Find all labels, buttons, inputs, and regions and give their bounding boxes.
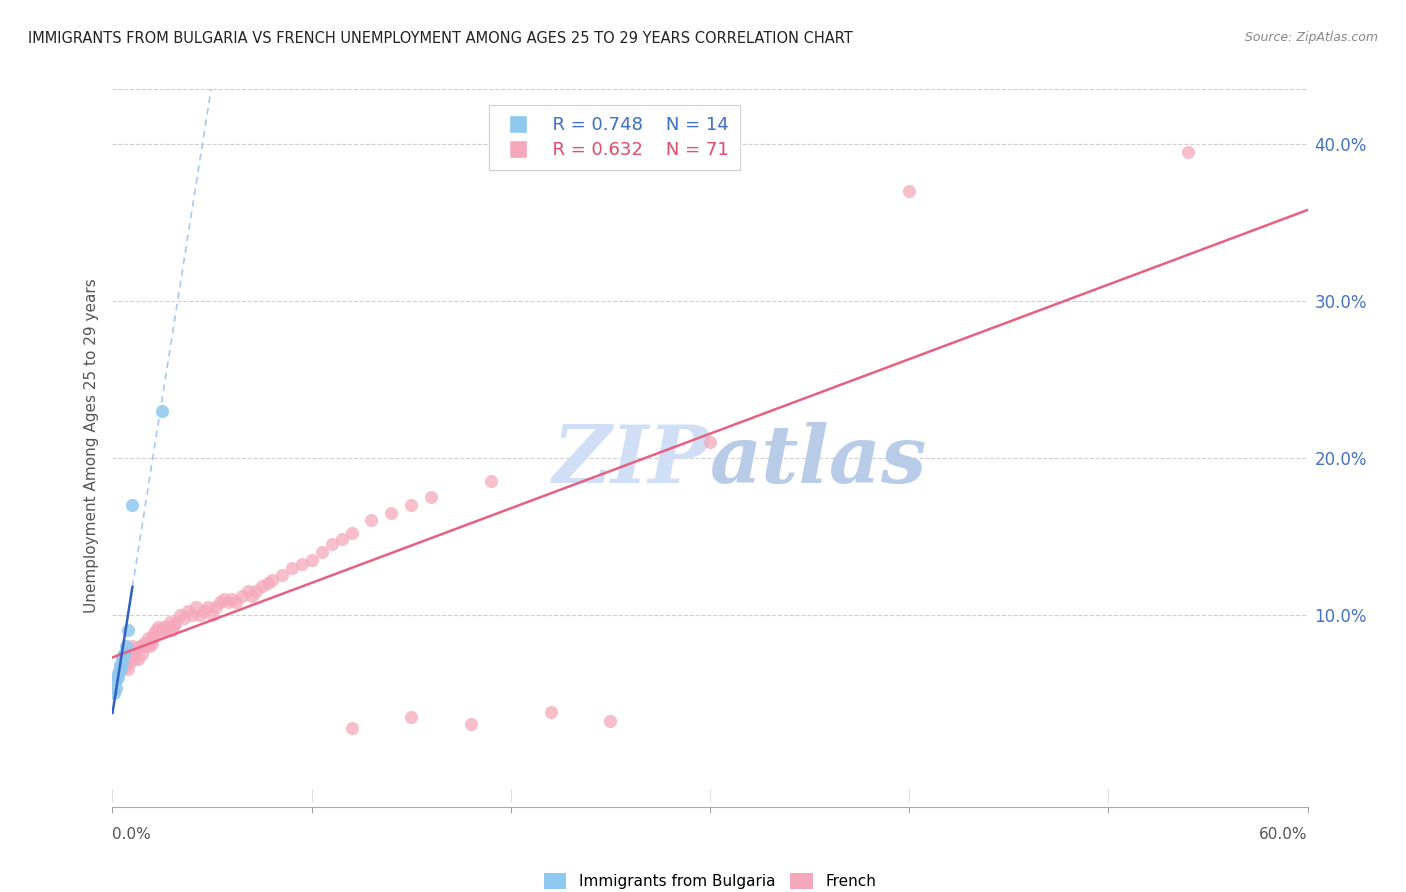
- Point: [221, 591, 243, 606]
- Point: [231, 589, 253, 603]
- Point: [301, 552, 323, 566]
- Point: [208, 595, 231, 609]
- Point: [125, 642, 148, 657]
- Point: [270, 568, 292, 582]
- Point: [197, 599, 219, 614]
- Point: [173, 611, 195, 625]
- Point: [110, 663, 132, 677]
- Point: [163, 618, 186, 632]
- Point: [699, 435, 721, 450]
- Point: [291, 558, 314, 572]
- Point: [150, 403, 173, 417]
- Point: [340, 526, 363, 541]
- Point: [217, 595, 239, 609]
- Point: [111, 655, 134, 669]
- Point: [117, 663, 139, 677]
- Point: [340, 721, 363, 735]
- Point: [121, 647, 143, 661]
- Point: [149, 626, 172, 640]
- Point: [257, 576, 280, 591]
- Point: [201, 607, 224, 622]
- Point: [115, 639, 138, 653]
- Point: [117, 624, 139, 638]
- Point: [236, 584, 259, 599]
- Point: [121, 498, 143, 512]
- Text: atlas: atlas: [710, 422, 928, 499]
- Point: [141, 631, 163, 645]
- Point: [250, 579, 273, 593]
- Point: [188, 607, 211, 622]
- Point: [134, 636, 156, 650]
- Point: [107, 670, 129, 684]
- Point: [135, 639, 157, 653]
- Point: [1177, 145, 1199, 159]
- Text: IMMIGRANTS FROM BULGARIA VS FRENCH UNEMPLOYMENT AMONG AGES 25 TO 29 YEARS CORREL: IMMIGRANTS FROM BULGARIA VS FRENCH UNEMP…: [28, 31, 853, 46]
- Point: [139, 639, 162, 653]
- Point: [145, 624, 167, 638]
- Y-axis label: Unemployment Among Ages 25 to 29 years: Unemployment Among Ages 25 to 29 years: [83, 278, 98, 614]
- Point: [205, 599, 228, 614]
- Point: [479, 475, 502, 489]
- Point: [155, 624, 177, 638]
- Point: [159, 615, 181, 630]
- Point: [153, 620, 176, 634]
- Point: [193, 604, 215, 618]
- Point: [115, 657, 138, 672]
- Point: [110, 657, 132, 672]
- Point: [129, 639, 152, 653]
- Text: 60.0%: 60.0%: [1260, 827, 1308, 841]
- Point: [599, 714, 621, 729]
- Point: [260, 573, 283, 587]
- Point: [245, 584, 267, 599]
- Point: [143, 626, 166, 640]
- Point: [240, 589, 263, 603]
- Text: Source: ZipAtlas.com: Source: ZipAtlas.com: [1244, 31, 1378, 45]
- Point: [148, 620, 170, 634]
- Point: [121, 639, 143, 653]
- Point: [162, 624, 183, 638]
- Point: [141, 636, 163, 650]
- Text: ZIP: ZIP: [553, 422, 710, 499]
- Point: [105, 673, 128, 688]
- Point: [420, 490, 443, 504]
- Point: [124, 651, 146, 665]
- Point: [138, 631, 160, 645]
- Point: [360, 514, 382, 528]
- Point: [165, 615, 187, 630]
- Text: 0.0%: 0.0%: [112, 827, 152, 841]
- Point: [103, 686, 125, 700]
- Point: [169, 607, 191, 622]
- Point: [281, 560, 304, 574]
- Point: [131, 647, 153, 661]
- Point: [212, 591, 235, 606]
- Point: [150, 624, 173, 638]
- Point: [131, 639, 153, 653]
- Point: [177, 604, 200, 618]
- Point: [111, 663, 134, 677]
- Point: [107, 665, 129, 680]
- Point: [380, 506, 402, 520]
- Point: [120, 655, 142, 669]
- Point: [114, 647, 135, 661]
- Legend:   R = 0.748    N = 14,   R = 0.632    N = 71: R = 0.748 N = 14, R = 0.632 N = 71: [489, 105, 740, 170]
- Point: [401, 498, 423, 512]
- Point: [114, 655, 135, 669]
- Point: [898, 184, 921, 198]
- Point: [225, 595, 247, 609]
- Point: [330, 533, 353, 547]
- Point: [157, 620, 180, 634]
- Point: [181, 607, 204, 622]
- Point: [105, 681, 128, 696]
- Point: [321, 537, 343, 551]
- Point: [111, 649, 134, 664]
- Point: [127, 651, 149, 665]
- Point: [401, 709, 423, 723]
- Point: [460, 717, 482, 731]
- Point: [311, 545, 333, 559]
- Point: [186, 599, 208, 614]
- Point: [540, 705, 562, 719]
